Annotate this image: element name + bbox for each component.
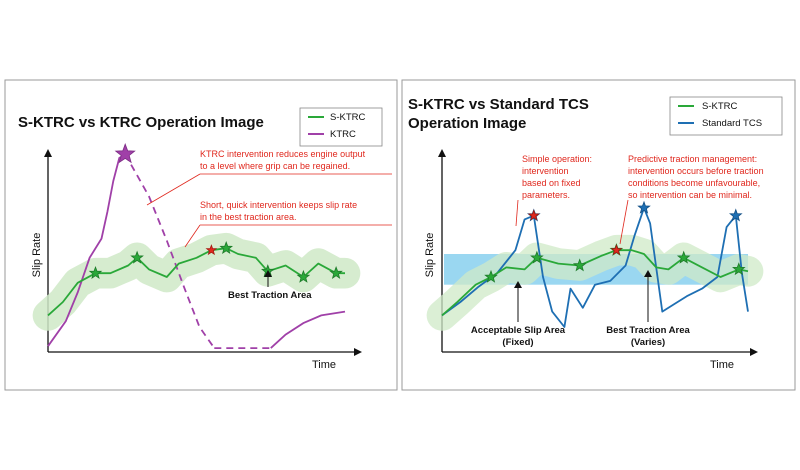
right-x-label: Time <box>710 359 734 371</box>
left-ktrc-note-line1: KTRC intervention reduces engine output <box>200 149 366 159</box>
right-simple-op-line1: Simple operation: <box>522 154 592 164</box>
left-legend-label-ktrc: KTRC <box>330 129 356 140</box>
arrow-icon <box>644 270 652 277</box>
left-panel: S-KTRC vs KTRC Operation Image S-KTRC KT… <box>4 79 398 391</box>
left-x-axis-arrow <box>354 348 362 356</box>
star-marker-icon <box>637 200 651 214</box>
star-marker-icon <box>530 250 544 264</box>
left-ktrc-drop-dashed <box>124 153 216 349</box>
arrow-icon <box>514 281 522 288</box>
star-marker-icon <box>484 269 498 283</box>
left-s-ktrc-note-line1: Short, quick intervention keeps slip rat… <box>200 200 357 210</box>
right-predictive-annotation: Predictive traction management: interven… <box>619 154 764 245</box>
right-s-ktrc-layer <box>441 209 749 317</box>
right-legend: S-KTRC Standard TCS <box>669 96 783 136</box>
left-x-label: Time <box>312 359 336 371</box>
right-predictive-line1: Predictive traction management: <box>628 154 757 164</box>
star-marker-icon <box>219 241 233 255</box>
right-simple-op-line2: intervention <box>522 166 569 176</box>
right-acceptable-line2: (Fixed) <box>502 337 533 348</box>
right-legend-label-s-ktrc: S-KTRC <box>702 101 738 112</box>
star-marker-icon <box>610 244 623 256</box>
left-ktrc-layer <box>47 143 346 350</box>
left-s-ktrc-leader <box>184 224 201 248</box>
right-y-label: Slip Rate <box>424 233 436 278</box>
star-marker-icon <box>114 143 136 164</box>
star-marker-icon <box>527 209 540 221</box>
right-predictive-line2: intervention occurs before traction <box>628 166 764 176</box>
left-y-label: Slip Rate <box>31 233 43 278</box>
right-best-traction-annotation: Best Traction Area (Varies) <box>606 270 691 348</box>
left-legend-box <box>299 107 383 147</box>
left-ktrc-annotation: KTRC intervention reduces engine output … <box>146 149 392 206</box>
right-legend-label-standard-tcs: Standard TCS <box>702 118 762 129</box>
right-simple-op-annotation: Simple operation: intervention based on … <box>515 154 592 227</box>
left-s-ktrc-line <box>47 247 345 317</box>
left-s-ktrc-note-line2: in the best traction area. <box>200 212 297 222</box>
left-ktrc-recovery-line <box>270 310 346 349</box>
left-panel-title: S-KTRC vs KTRC Operation Image <box>18 114 264 131</box>
left-s-ktrc-annotation: Short, quick intervention keeps slip rat… <box>184 200 392 248</box>
right-panel-title-line2: Operation Image <box>408 115 526 132</box>
right-x-axis-arrow <box>750 348 758 356</box>
right-standard-tcs-line <box>441 206 749 328</box>
right-best-traction-line2: (Varies) <box>631 337 665 348</box>
right-simple-op-line3: based on fixed <box>522 178 581 188</box>
star-marker-icon <box>88 266 103 280</box>
right-acceptable-slip-annotation: Acceptable Slip Area (Fixed) <box>471 281 566 348</box>
left-best-traction-label: Best Traction Area <box>228 290 312 301</box>
right-predictive-line3: conditions become unfavourable, <box>628 178 760 188</box>
right-predictive-leader <box>619 199 629 245</box>
right-acceptable-line1: Acceptable Slip Area <box>471 325 566 336</box>
star-marker-icon <box>729 208 743 222</box>
star-marker-icon <box>732 262 746 276</box>
star-marker-icon <box>296 269 311 283</box>
left-y-axis-arrow <box>44 149 52 157</box>
left-best-traction-annotation: Best Traction Area <box>228 270 312 301</box>
right-y-axis-arrow <box>438 149 446 157</box>
arrow-icon <box>264 270 272 277</box>
right-panel: S-KTRC vs Standard TCS Operation Image S… <box>401 79 796 391</box>
star-marker-icon <box>205 244 218 256</box>
star-marker-icon <box>329 266 343 280</box>
right-simple-op-line4: parameters. <box>522 190 570 200</box>
star-marker-icon <box>676 250 691 264</box>
star-marker-icon <box>130 250 144 264</box>
right-panel-title-line1: S-KTRC vs Standard TCS <box>408 96 589 113</box>
right-legend-box <box>669 96 783 136</box>
right-predictive-line4: so intervention can be minimal. <box>628 190 752 200</box>
right-simple-op-leader <box>515 199 519 227</box>
left-ktrc-line <box>47 153 126 347</box>
right-best-traction-line1: Best Traction Area <box>606 325 690 336</box>
left-ktrc-leader <box>146 173 201 206</box>
left-s-ktrc-layer <box>47 241 345 317</box>
left-legend-label-s-ktrc: S-KTRC <box>330 112 366 123</box>
left-ktrc-note-line2: to a level where grip can be regained. <box>200 161 350 171</box>
left-legend: S-KTRC KTRC <box>299 107 383 147</box>
star-marker-icon <box>572 258 587 272</box>
